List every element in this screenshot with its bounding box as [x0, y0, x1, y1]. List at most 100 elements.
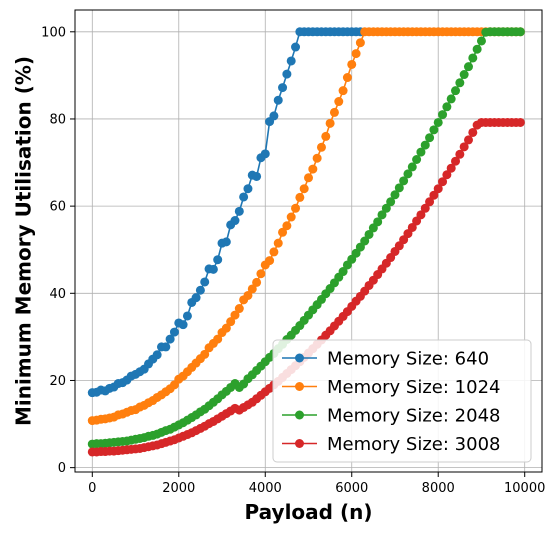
data-point: [291, 42, 301, 52]
data-point: [278, 83, 288, 93]
grid: [75, 10, 542, 472]
data-point: [321, 131, 331, 141]
data-point: [446, 163, 456, 173]
x-tick-label: 2000: [162, 481, 195, 496]
data-point: [169, 327, 179, 337]
legend-swatch-marker: [295, 410, 304, 420]
data-point: [152, 350, 162, 360]
data-point: [403, 169, 413, 179]
x-tick-label: 0: [88, 481, 96, 496]
data-point: [459, 70, 469, 80]
data-point: [312, 153, 322, 163]
data-point: [442, 170, 452, 180]
legend: Memory Size: 640 Memory Size: 1024 Memory …: [272, 339, 532, 463]
data-point: [364, 229, 374, 239]
data-point: [351, 49, 361, 59]
legend-item: Memory Size: 3008: [282, 434, 500, 455]
data-point: [221, 323, 231, 333]
data-point: [476, 36, 486, 46]
data-point: [515, 27, 525, 37]
data-point: [304, 173, 313, 183]
data-point: [468, 53, 478, 63]
data-point: [316, 142, 326, 152]
x-axis-title: Payload (n): [245, 500, 373, 524]
data-point: [438, 110, 448, 120]
y-axis-title: Minimum Memory Utilisation (%): [12, 56, 36, 426]
x-tick-label: 6000: [335, 481, 368, 496]
data-point: [407, 162, 417, 172]
data-point: [338, 267, 348, 277]
y-tick-label: 0: [58, 461, 66, 476]
data-point: [360, 236, 370, 246]
data-point: [195, 285, 205, 295]
data-point: [286, 212, 296, 222]
data-point: [221, 237, 231, 247]
legend-label: Memory Size: 640: [327, 349, 489, 370]
data-point: [273, 238, 283, 248]
data-point: [295, 192, 305, 202]
data-point: [178, 320, 188, 330]
data-point: [256, 269, 266, 279]
data-point: [269, 247, 279, 257]
data-point: [459, 142, 469, 152]
data-point: [334, 97, 344, 107]
x-tick-label: 8000: [422, 481, 455, 496]
data-point: [416, 210, 426, 220]
data-point: [269, 111, 279, 121]
data-point: [412, 154, 422, 164]
data-point: [394, 183, 404, 193]
data-point: [463, 62, 473, 72]
data-point: [278, 227, 288, 237]
data-point: [213, 255, 223, 265]
data-point: [329, 107, 339, 117]
data-point: [377, 210, 387, 220]
data-point: [338, 86, 348, 96]
data-point: [442, 102, 452, 112]
data-point: [208, 264, 218, 274]
data-point: [347, 59, 357, 69]
data-point: [425, 197, 435, 207]
data-point: [200, 277, 210, 287]
data-point: [451, 156, 461, 166]
series-layer: [87, 27, 525, 457]
y-tick-label: 20: [49, 374, 66, 389]
y-tick-label: 60: [49, 200, 66, 215]
data-point: [325, 118, 335, 128]
data-point: [191, 293, 201, 303]
data-point: [234, 304, 244, 314]
data-point: [182, 311, 192, 321]
data-point: [416, 147, 426, 157]
legend-swatch-marker: [295, 439, 304, 448]
x-tick-label: 10000: [504, 481, 545, 496]
data-point: [243, 184, 253, 194]
data-point: [234, 206, 244, 216]
legend-swatch-marker: [295, 353, 304, 363]
data-point: [420, 140, 430, 150]
data-point: [265, 256, 275, 266]
x-tick-label: 4000: [249, 481, 282, 496]
legend-box: [272, 339, 532, 463]
plot-frame: [74, 9, 543, 473]
data-point: [243, 290, 253, 300]
data-point: [472, 44, 482, 54]
data-point: [429, 190, 439, 200]
data-point: [455, 149, 465, 159]
ticks: 0 2000 4000 6000 8000 10000 0 20 40 60 80 100: [41, 25, 545, 496]
data-point: [386, 197, 396, 207]
data-point: [429, 125, 439, 135]
data-point: [390, 190, 400, 200]
legend-swatch-marker: [295, 382, 304, 391]
data-point: [282, 221, 292, 231]
data-point: [230, 310, 240, 320]
legend-item: Memory Size: 2048: [282, 406, 500, 427]
data-point: [252, 277, 262, 287]
data-point: [226, 317, 236, 327]
data-point: [373, 217, 383, 227]
data-point: [291, 203, 301, 213]
data-point: [515, 117, 525, 127]
data-point: [260, 149, 270, 159]
data-point: [299, 184, 309, 194]
legend-label: Memory Size: 1024: [327, 377, 500, 398]
data-point: [420, 203, 430, 213]
